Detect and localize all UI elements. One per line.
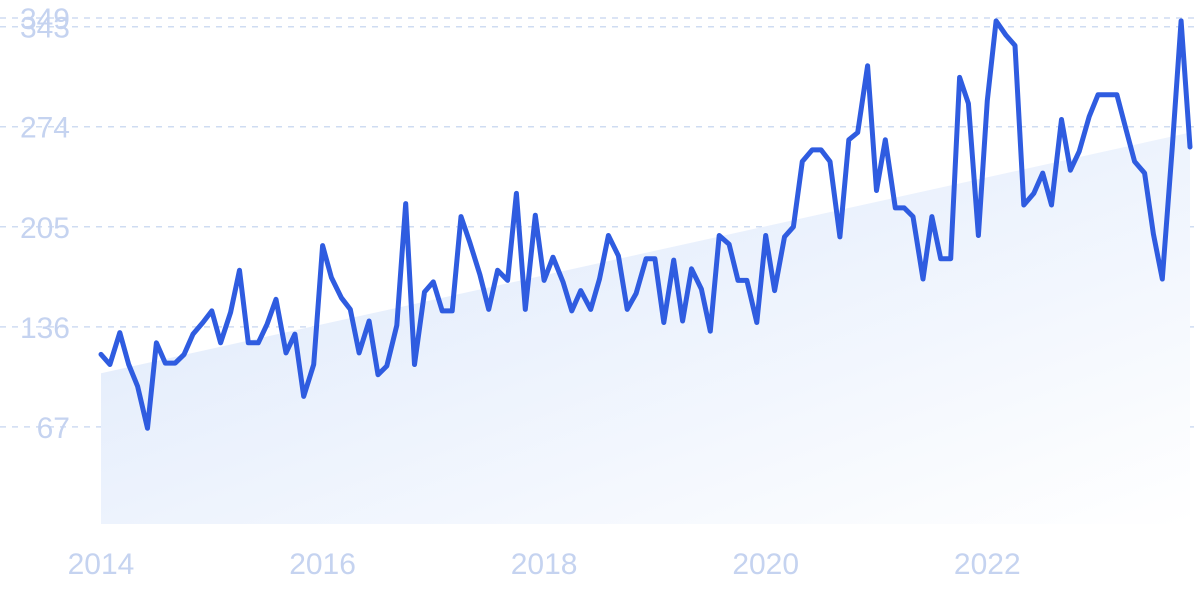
y-tick-label: 136 bbox=[20, 312, 70, 345]
y-tick-label: 343 bbox=[20, 12, 70, 45]
y-tick-label: 205 bbox=[20, 212, 70, 245]
x-tick-label: 2016 bbox=[289, 548, 356, 581]
y-tick-label: 67 bbox=[37, 412, 70, 445]
x-tick-label: 2018 bbox=[511, 548, 578, 581]
trend-area bbox=[101, 132, 1190, 524]
series-line bbox=[98, 18, 1193, 431]
y-tick-label: 349 bbox=[20, 3, 70, 36]
x-axis-tick-labels: 2014 2016 2018 2020 2022 bbox=[68, 548, 1021, 581]
x-tick-label: 2014 bbox=[68, 548, 135, 581]
x-tick-label: 2020 bbox=[732, 548, 799, 581]
x-tick-label: 2022 bbox=[954, 548, 1021, 581]
y-tick-label: 274 bbox=[20, 112, 70, 145]
